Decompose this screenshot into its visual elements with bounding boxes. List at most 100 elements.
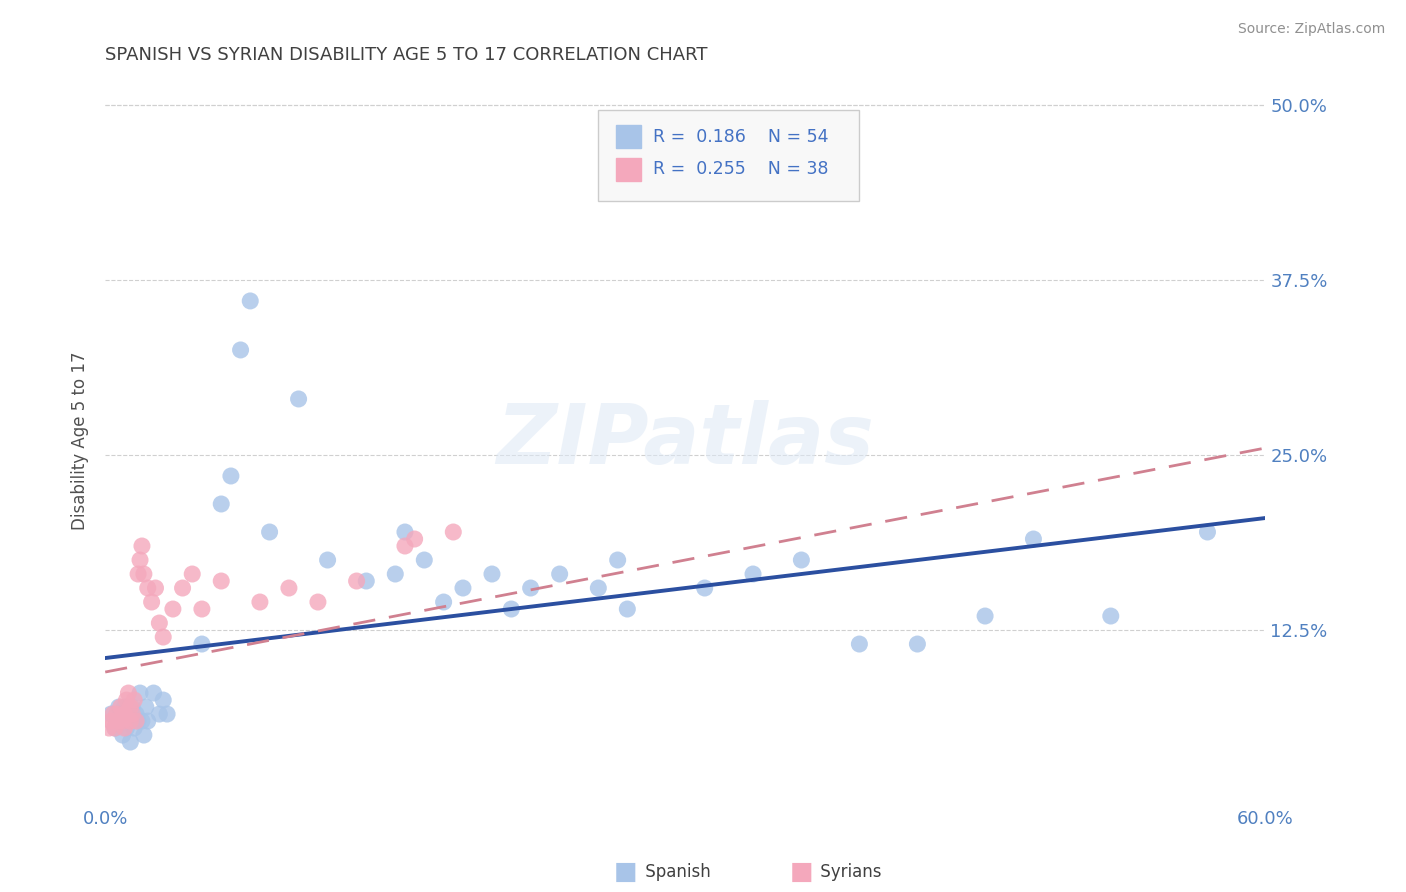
Point [1022,532,1045,546]
Point [122,721,145,735]
Point [191,637,214,651]
Text: ■: ■ [614,861,637,884]
Point [548,567,571,582]
Point [120,700,142,714]
Point [588,581,610,595]
Point [433,595,456,609]
Point [132,567,155,582]
Point [141,595,163,609]
Point [181,567,204,582]
Point [384,567,406,582]
Point [346,574,368,588]
Point [105,707,128,722]
Point [136,714,159,728]
Point [104,721,127,735]
Point [152,693,174,707]
Point [209,574,232,588]
Point [606,553,628,567]
Point [616,602,638,616]
Text: Spanish: Spanish [640,863,710,881]
Point [287,392,309,406]
Point [441,524,464,539]
Point [131,539,153,553]
FancyBboxPatch shape [616,158,641,181]
Point [127,567,149,582]
Point [239,293,262,308]
Point [162,602,184,616]
Point [120,714,142,728]
Point [1099,609,1122,624]
Point [122,693,145,707]
Point [136,581,159,595]
Text: R =  0.255    N = 38: R = 0.255 N = 38 [652,161,828,178]
Point [259,524,281,539]
Point [152,630,174,644]
Point [142,686,165,700]
Point [110,700,132,714]
Point [316,553,339,567]
Point [229,343,252,357]
Point [974,609,997,624]
Point [120,735,142,749]
Point [156,707,179,722]
Text: Source: ZipAtlas.com: Source: ZipAtlas.com [1237,22,1385,37]
Point [501,602,523,616]
Point [114,707,136,722]
Point [114,700,136,714]
Point [693,581,716,595]
Point [742,567,765,582]
Point [191,602,214,616]
Point [413,553,436,567]
Point [481,567,503,582]
Text: Syrians: Syrians [815,863,882,881]
Point [356,574,378,588]
Point [104,721,127,735]
Point [115,693,138,707]
Point [114,714,136,728]
Point [117,686,139,700]
Point [129,553,152,567]
FancyBboxPatch shape [599,110,859,201]
Point [107,700,129,714]
Point [209,497,232,511]
Point [111,714,134,728]
Point [790,553,813,567]
Point [249,595,271,609]
Point [115,721,138,735]
Point [172,581,194,595]
Point [219,469,242,483]
Text: ■: ■ [790,861,813,884]
Point [125,707,148,722]
Point [127,714,149,728]
Point [121,700,143,714]
FancyBboxPatch shape [616,125,641,148]
Point [105,714,128,728]
Point [107,714,129,728]
Point [394,524,416,539]
Point [307,595,329,609]
Point [98,721,121,735]
Point [135,700,157,714]
Point [277,581,299,595]
Point [148,707,170,722]
Point [101,707,124,722]
Point [132,728,155,742]
Point [114,721,136,735]
Text: SPANISH VS SYRIAN DISABILITY AGE 5 TO 17 CORRELATION CHART: SPANISH VS SYRIAN DISABILITY AGE 5 TO 17… [105,46,707,64]
Point [110,714,132,728]
Point [145,581,167,595]
Point [100,707,122,722]
Point [111,728,134,742]
Point [100,714,122,728]
Point [451,581,474,595]
Y-axis label: Disability Age 5 to 17: Disability Age 5 to 17 [72,351,89,530]
Text: ZIPatlas: ZIPatlas [496,401,875,482]
Point [129,686,152,700]
Point [125,714,148,728]
Point [848,637,870,651]
Point [905,637,928,651]
Point [394,539,416,553]
Point [148,615,170,630]
Point [519,581,541,595]
Point [1197,524,1219,539]
